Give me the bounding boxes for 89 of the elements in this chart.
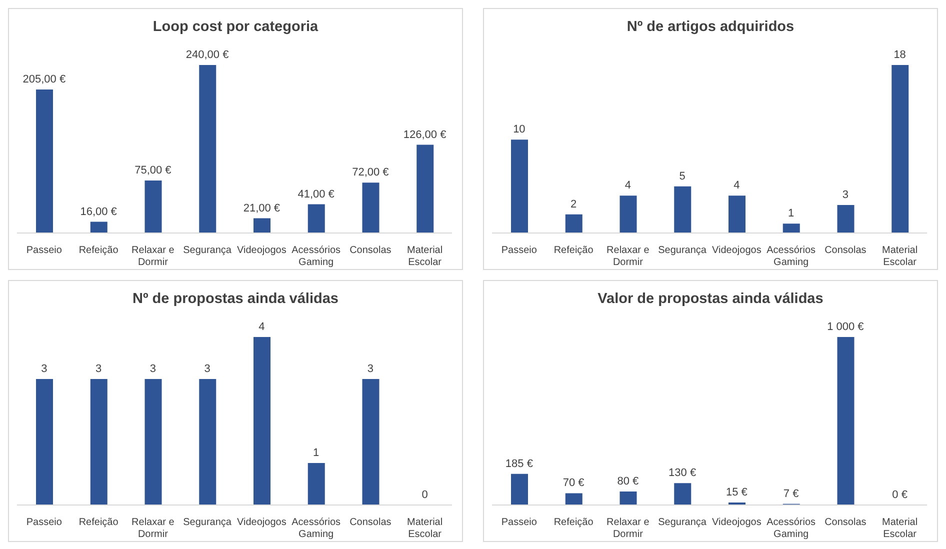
data-label: 72,00 € bbox=[352, 166, 389, 179]
bar bbox=[620, 492, 637, 505]
x-tick-label: Relaxar e Dormir bbox=[606, 245, 650, 268]
chart-title: Valor de propostas ainda válidas bbox=[596, 290, 824, 309]
data-label: 1 000 € bbox=[827, 321, 864, 333]
x-tick-label: Videojogos bbox=[237, 245, 286, 256]
bar bbox=[416, 144, 434, 233]
x-tick-label: Refeição bbox=[78, 517, 119, 528]
chart-title: Nº de artigos adquiridos bbox=[626, 18, 796, 37]
x-tick-label: Passeio bbox=[26, 517, 62, 528]
data-label: 70 € bbox=[562, 477, 584, 490]
bar bbox=[362, 182, 380, 233]
x-tick-label: Videojogos bbox=[237, 517, 286, 528]
data-label: 10 bbox=[513, 124, 526, 136]
data-label: 16,00 € bbox=[80, 206, 117, 218]
data-label: 4 bbox=[258, 321, 265, 333]
x-tick-label: Refeição bbox=[554, 517, 594, 528]
data-label: 130 € bbox=[668, 467, 696, 480]
x-tick-label: Consolas bbox=[350, 245, 392, 256]
bar bbox=[511, 474, 528, 505]
x-tick-label: Segurança bbox=[183, 517, 232, 528]
x-tick-label: Segurança bbox=[658, 517, 707, 528]
data-label: 7 € bbox=[783, 488, 799, 500]
data-label: 5 bbox=[679, 170, 686, 182]
data-label: 0 bbox=[422, 489, 428, 501]
bar bbox=[254, 218, 270, 233]
x-tick-label: Passeio bbox=[501, 245, 538, 256]
x-tick-label: Relaxar e Dormir bbox=[606, 517, 650, 540]
data-label: 75,00 € bbox=[134, 164, 172, 176]
data-label: 205,00 € bbox=[22, 74, 66, 86]
data-label: 1 bbox=[788, 208, 794, 220]
bar bbox=[620, 196, 637, 233]
bar bbox=[782, 224, 800, 233]
bar bbox=[674, 186, 692, 233]
data-label: 0 € bbox=[892, 489, 908, 501]
chart-title: Nº de propostas ainda válidas bbox=[132, 290, 340, 309]
data-label: 3 bbox=[150, 363, 156, 375]
x-tick-label: Consolas bbox=[350, 517, 392, 528]
data-label: 4 bbox=[624, 180, 631, 192]
x-tick-label: Relaxar e Dormir bbox=[132, 245, 175, 268]
bar bbox=[308, 204, 325, 233]
x-tick-label: Consolas bbox=[824, 517, 866, 528]
chart-title: Loop cost por categoria bbox=[152, 18, 320, 37]
bar bbox=[837, 205, 854, 233]
data-label: 240,00 € bbox=[186, 49, 229, 61]
bar bbox=[199, 65, 216, 233]
x-tick-label: Material Escolar bbox=[882, 517, 918, 540]
data-label: 3 bbox=[367, 363, 374, 375]
bar bbox=[36, 90, 53, 233]
data-label: 185 € bbox=[505, 458, 533, 470]
x-tick-label: Passeio bbox=[26, 245, 62, 256]
bar bbox=[144, 180, 162, 233]
x-tick-label: Segurança bbox=[658, 245, 707, 256]
x-tick-label: Consolas bbox=[824, 245, 866, 256]
data-label: 80 € bbox=[617, 476, 639, 488]
data-label: 4 bbox=[734, 180, 740, 192]
data-label: 2 bbox=[570, 198, 577, 210]
bar bbox=[565, 493, 582, 505]
data-label: 3 bbox=[204, 363, 210, 375]
x-tick-label: Acessórios Gaming bbox=[766, 245, 816, 268]
bar bbox=[90, 222, 108, 233]
data-label: 3 bbox=[41, 363, 48, 375]
x-tick-label: Material Escolar bbox=[407, 517, 443, 540]
x-tick-label: Acessórios Gaming bbox=[292, 517, 341, 540]
x-tick-label: Segurança bbox=[183, 245, 232, 256]
x-tick-label: Videojogos bbox=[712, 517, 762, 528]
bar bbox=[674, 483, 692, 505]
x-tick-label: Relaxar e Dormir bbox=[132, 517, 175, 540]
bar bbox=[837, 337, 854, 505]
x-tick-label: Material Escolar bbox=[407, 245, 443, 268]
data-label: 15 € bbox=[726, 486, 748, 498]
x-tick-label: Refeição bbox=[554, 245, 594, 256]
data-label: 41,00 € bbox=[298, 188, 334, 200]
data-label: 18 bbox=[894, 49, 906, 61]
bar bbox=[511, 140, 528, 233]
bar bbox=[892, 65, 909, 233]
bar bbox=[728, 196, 746, 233]
x-tick-label: Refeição bbox=[78, 245, 119, 256]
data-label: 21,00 € bbox=[243, 202, 280, 214]
bar bbox=[565, 214, 582, 233]
x-tick-label: Acessórios Gaming bbox=[766, 517, 816, 540]
data-label: 126,00 € bbox=[403, 128, 446, 141]
x-tick-label: Videojogos bbox=[712, 245, 762, 256]
data-label: 1 bbox=[313, 447, 320, 459]
x-tick-label: Passeio bbox=[501, 517, 538, 528]
data-label: 3 bbox=[842, 189, 848, 201]
data-label: 3 bbox=[96, 363, 102, 375]
x-tick-label: Acessórios Gaming bbox=[292, 245, 341, 268]
x-tick-label: Material Escolar bbox=[882, 245, 918, 268]
